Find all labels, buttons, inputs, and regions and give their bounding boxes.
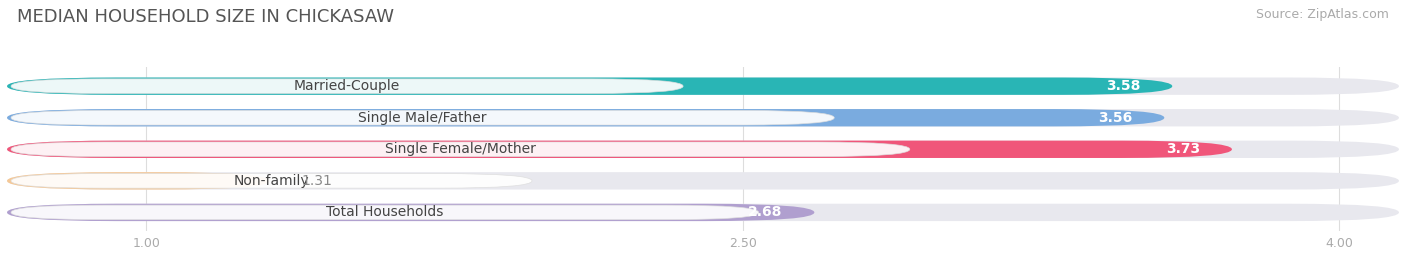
FancyBboxPatch shape xyxy=(11,174,531,188)
FancyBboxPatch shape xyxy=(11,142,910,157)
Text: Single Female/Mother: Single Female/Mother xyxy=(385,142,536,156)
FancyBboxPatch shape xyxy=(7,141,1399,158)
Text: Married-Couple: Married-Couple xyxy=(294,79,401,93)
Text: Single Male/Father: Single Male/Father xyxy=(359,111,486,125)
Text: 3.56: 3.56 xyxy=(1098,111,1132,125)
FancyBboxPatch shape xyxy=(7,172,1399,190)
Text: 2.68: 2.68 xyxy=(748,206,783,220)
FancyBboxPatch shape xyxy=(7,109,1399,126)
FancyBboxPatch shape xyxy=(11,79,683,93)
FancyBboxPatch shape xyxy=(7,172,270,190)
FancyBboxPatch shape xyxy=(7,204,1399,221)
FancyBboxPatch shape xyxy=(7,77,1173,95)
Text: 3.58: 3.58 xyxy=(1107,79,1140,93)
FancyBboxPatch shape xyxy=(7,77,1399,95)
Text: MEDIAN HOUSEHOLD SIZE IN CHICKASAW: MEDIAN HOUSEHOLD SIZE IN CHICKASAW xyxy=(17,8,394,26)
FancyBboxPatch shape xyxy=(11,205,759,220)
Text: Source: ZipAtlas.com: Source: ZipAtlas.com xyxy=(1256,8,1389,21)
Text: Total Households: Total Households xyxy=(326,206,443,220)
FancyBboxPatch shape xyxy=(11,111,834,125)
FancyBboxPatch shape xyxy=(7,109,1164,126)
Text: 3.73: 3.73 xyxy=(1166,142,1201,156)
FancyBboxPatch shape xyxy=(7,141,1232,158)
Text: Non-family: Non-family xyxy=(233,174,309,188)
Text: 1.31: 1.31 xyxy=(301,174,332,188)
FancyBboxPatch shape xyxy=(7,204,814,221)
